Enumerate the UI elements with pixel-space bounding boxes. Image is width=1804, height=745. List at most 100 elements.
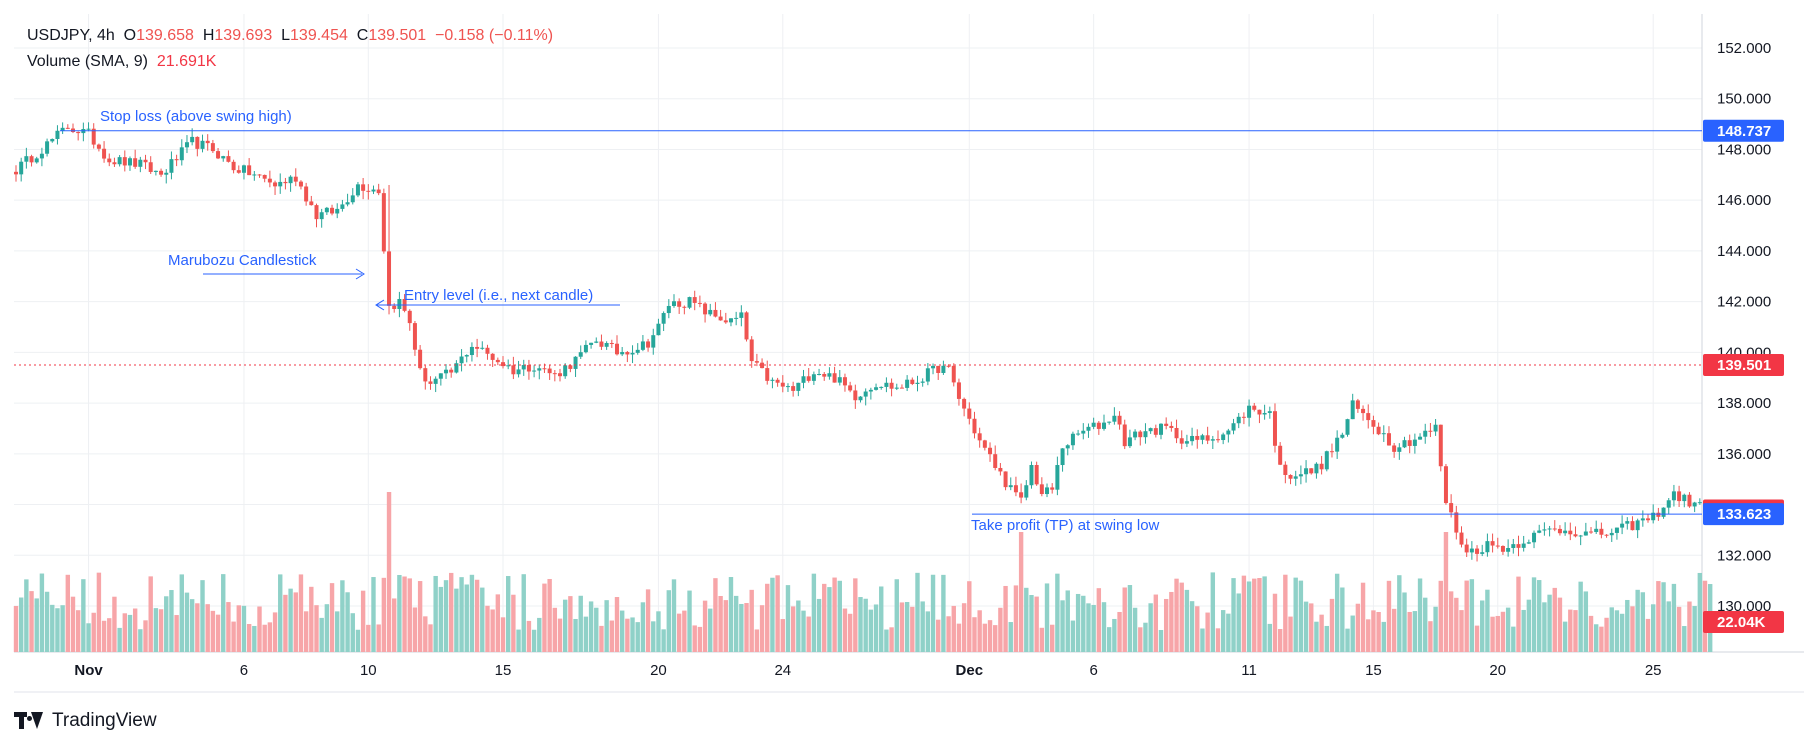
candle-body <box>164 172 169 175</box>
volume-bar <box>81 579 86 652</box>
time-tick-label: 20 <box>650 662 667 679</box>
candle-body <box>1640 518 1645 521</box>
candle-body <box>1148 428 1153 432</box>
candle-body <box>1143 431 1148 438</box>
tradingview-logo[interactable]: TradingView <box>14 710 157 732</box>
candle-body <box>1304 468 1309 475</box>
candle-body <box>387 251 392 306</box>
candle-body <box>635 349 640 353</box>
price-tick-label: 146.000 <box>1717 192 1771 209</box>
candle-body <box>1045 487 1050 495</box>
volume-bar <box>1319 614 1324 652</box>
candle-body <box>811 374 816 381</box>
volume-bar <box>516 629 521 652</box>
volume-bar <box>531 629 537 652</box>
volume-bar <box>1505 607 1511 652</box>
candle-body <box>1190 435 1195 442</box>
volume-value: 21.691K <box>156 53 217 70</box>
candle-body <box>982 440 987 448</box>
volume-bar <box>433 575 438 652</box>
candle-body <box>920 381 925 383</box>
volume-bar <box>801 610 806 652</box>
volume-bar <box>122 613 128 652</box>
candle-body <box>594 341 599 343</box>
candle-body <box>1231 423 1236 431</box>
candle-body <box>1345 419 1350 435</box>
candle-body <box>1153 428 1158 435</box>
volume-bar <box>1594 624 1599 652</box>
candle-body <box>262 174 267 179</box>
candle-body <box>1500 545 1505 552</box>
candle-body <box>1314 463 1319 474</box>
candle-body <box>96 144 101 149</box>
volume-bar <box>1557 597 1563 652</box>
candle-body <box>708 309 713 315</box>
volume-label: Volume (SMA, 9) <box>27 53 148 70</box>
candle-body <box>1283 464 1288 475</box>
volume-bar <box>1485 589 1490 652</box>
volume-bar <box>319 617 324 652</box>
volume-bar <box>1158 629 1164 652</box>
volume-bar <box>910 606 915 652</box>
volume-bar <box>609 620 615 652</box>
candle-body <box>1511 544 1516 549</box>
volume-bar <box>1340 587 1345 652</box>
volume-bar <box>1024 587 1029 652</box>
price-chart[interactable]: Stop loss (above swing high) Marubozu Can… <box>0 0 1804 700</box>
candle-body <box>475 346 480 349</box>
candle-body <box>899 387 904 389</box>
volume-bar <box>241 605 247 652</box>
candle-body <box>143 159 148 163</box>
candle-body <box>956 382 961 399</box>
candle-body <box>925 368 930 382</box>
candle-body <box>1599 528 1604 535</box>
candle-body <box>863 391 868 397</box>
volume-bar <box>1537 580 1542 652</box>
volume-bar <box>1671 583 1677 652</box>
volume-bar <box>386 492 392 652</box>
candle-body <box>1247 405 1252 418</box>
volume-bar <box>132 608 138 652</box>
volume-bar <box>1034 596 1039 652</box>
volume-bar <box>1277 628 1283 652</box>
volume-bar <box>687 590 692 652</box>
volume-bar <box>1309 603 1314 652</box>
candle-body <box>464 355 469 357</box>
candle-body <box>583 344 588 353</box>
candle-body <box>314 205 319 220</box>
volume-bar <box>1366 619 1371 652</box>
candle-body <box>874 387 879 390</box>
volume-bar <box>1324 625 1329 652</box>
candle-body <box>366 190 371 192</box>
volume-bar <box>246 624 252 652</box>
candle-body <box>703 303 708 315</box>
volume-bar <box>619 610 625 652</box>
candle-body <box>1278 445 1283 465</box>
candle-body <box>127 158 132 166</box>
candle-body <box>1081 430 1086 434</box>
volume-bar <box>412 607 418 652</box>
volume-bar <box>1334 573 1340 652</box>
volume-bar <box>645 589 651 652</box>
stop-loss-label: 148.737 <box>1717 123 1771 140</box>
candle-body <box>1091 422 1096 427</box>
candle-body <box>1516 544 1521 548</box>
volume-bar <box>1464 580 1469 652</box>
candle-body <box>568 365 573 369</box>
volume-bar <box>1573 610 1578 652</box>
candle-body <box>1164 423 1169 426</box>
volume-bar <box>822 583 827 652</box>
volume-bar <box>143 620 148 652</box>
volume-bar <box>1148 603 1153 652</box>
volume-bar <box>169 590 174 652</box>
volume-bar <box>858 597 863 652</box>
candle-body <box>1221 434 1226 441</box>
volume-bar <box>75 610 81 652</box>
volume-bar <box>1568 609 1573 652</box>
volume-bar <box>1029 595 1034 652</box>
volume-bar <box>1428 621 1433 652</box>
volume-bar <box>96 572 102 652</box>
volume-bar <box>86 623 91 652</box>
candle-body <box>14 171 18 175</box>
volume-bar <box>625 618 630 652</box>
